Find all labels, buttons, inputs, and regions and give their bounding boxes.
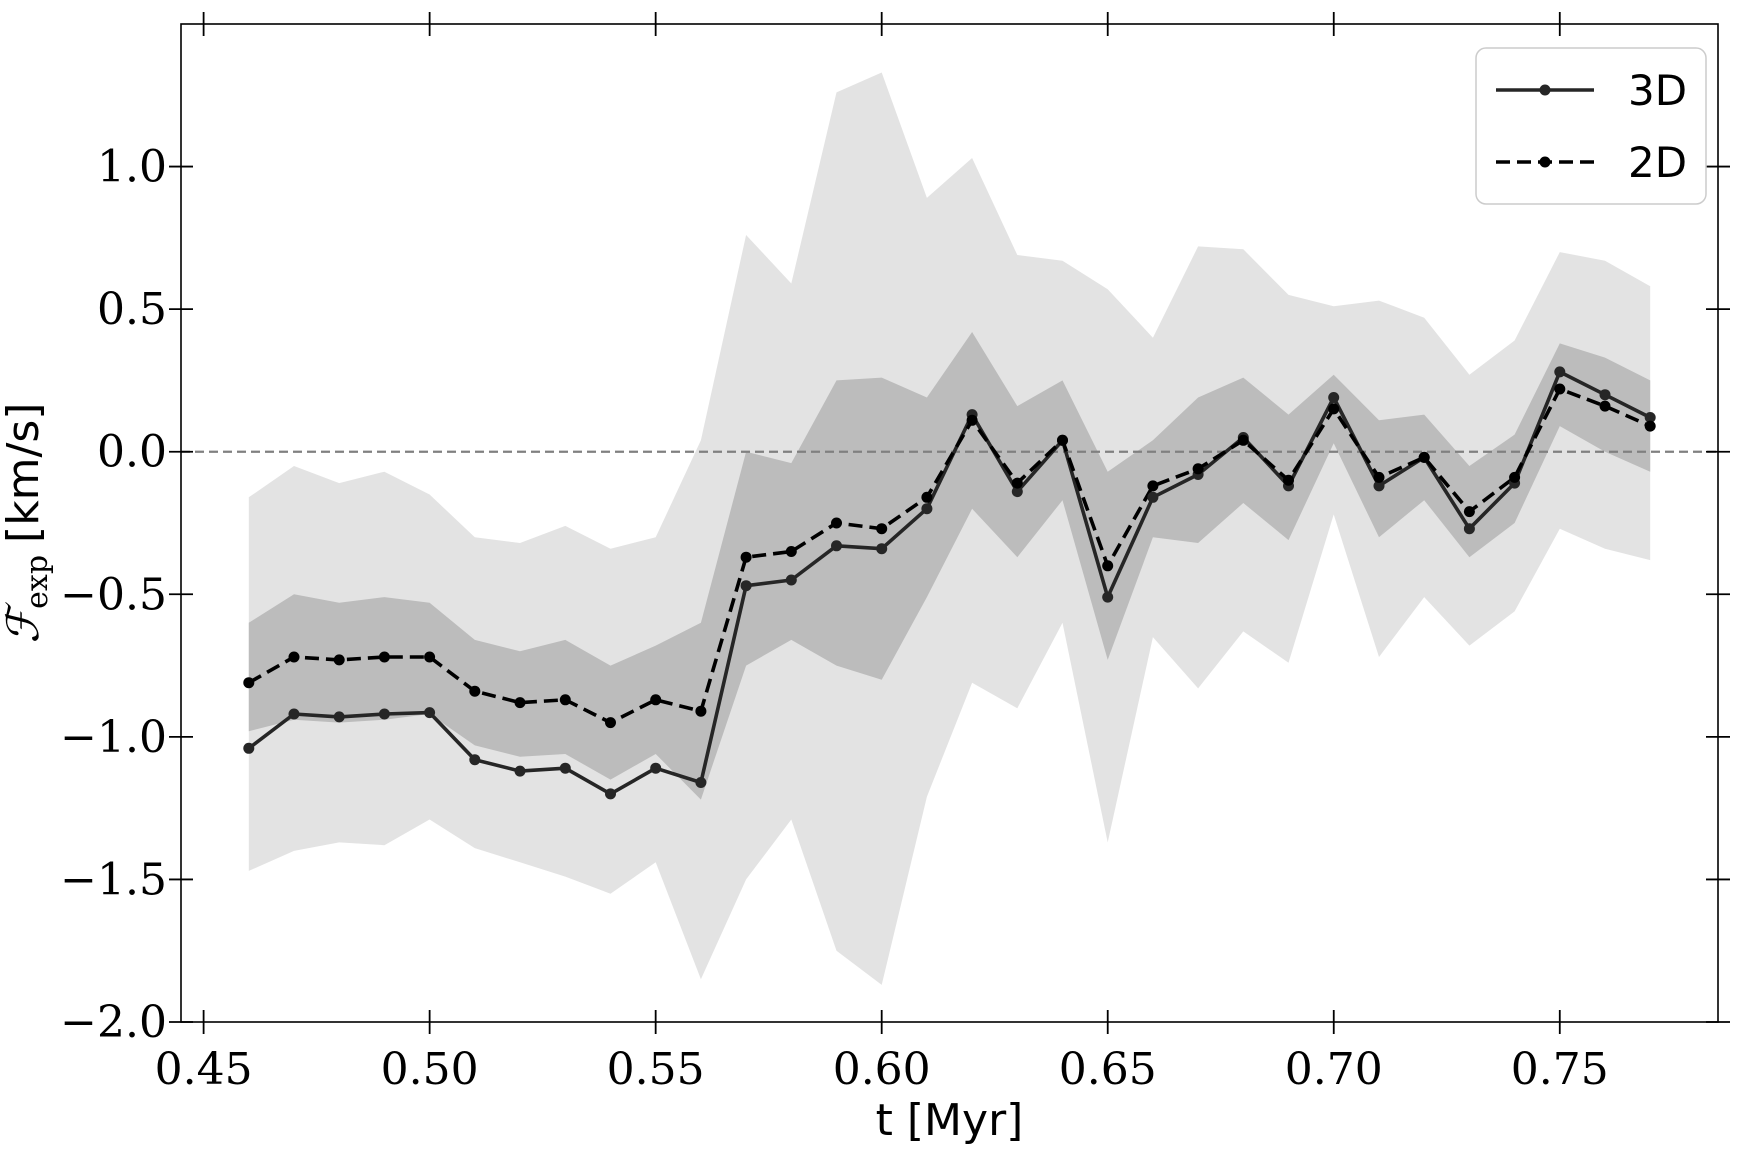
y-tick-label: −0.5 — [60, 569, 167, 620]
data-point-2d — [605, 717, 616, 729]
data-point-2d — [469, 685, 481, 697]
x-axis-ticks: 0.45 0.50 0.55 0.60 0.65 0.70 0.75 — [155, 12, 1609, 1095]
data-point-3d — [876, 543, 888, 555]
data-point-3d — [785, 574, 797, 586]
series-lines — [247, 370, 1652, 796]
legend-marker-3d — [1539, 84, 1551, 96]
inner-band — [248, 332, 1651, 800]
data-point-2d — [288, 651, 300, 663]
data-point-3d — [740, 580, 752, 592]
legend-label-3d: 3D — [1628, 66, 1687, 115]
data-point-3d — [1328, 392, 1340, 403]
data-point-3d — [1102, 591, 1114, 603]
data-point-2d — [1283, 474, 1294, 486]
data-point-2d — [740, 551, 752, 563]
series-line-2d — [247, 387, 1651, 725]
data-point-2d — [1328, 403, 1340, 415]
data-point-2d — [876, 523, 888, 535]
data-point-2d — [785, 546, 797, 557]
data-point-2d — [831, 517, 842, 529]
data-point-3d — [831, 540, 842, 552]
data-point-2d — [1147, 480, 1159, 492]
y-axis-label-subscript: exp — [20, 555, 55, 609]
data-point-2d — [424, 651, 436, 663]
data-point-2d — [559, 694, 571, 706]
data-point-3d — [1463, 523, 1475, 535]
data-point-2d — [1554, 383, 1566, 395]
data-point-3d — [288, 708, 300, 720]
y-axis-label: ℱexp[km/s] — [0, 403, 55, 644]
data-point-2d — [650, 694, 662, 706]
data-point-2d — [1102, 560, 1114, 572]
legend: 3D 2D — [1475, 47, 1707, 205]
x-tick-label: 0.55 — [607, 1044, 705, 1095]
data-point-2d — [695, 705, 707, 717]
data-point-3d — [695, 777, 707, 788]
data-point-3d — [1373, 480, 1385, 492]
y-tick-label: −2.0 — [60, 997, 167, 1048]
legend-label-2d: 2D — [1628, 138, 1687, 187]
data-point-2d — [1509, 471, 1521, 483]
data-point-3d — [650, 762, 662, 774]
y-tick-label: −1.5 — [60, 854, 167, 905]
x-tick-label: 0.65 — [1059, 1044, 1157, 1095]
data-point-3d — [1554, 366, 1566, 378]
data-point-3d — [378, 708, 390, 720]
data-point-3d — [1599, 389, 1611, 401]
data-point-3d — [1147, 491, 1159, 503]
plot-frame — [180, 23, 1719, 1023]
data-point-3d — [514, 765, 526, 777]
data-point-2d — [966, 414, 978, 426]
data-point-3d — [243, 742, 255, 754]
x-tick-label: 0.50 — [381, 1044, 479, 1095]
data-point-2d — [1011, 477, 1023, 489]
data-point-2d — [1463, 506, 1475, 518]
legend-box — [1475, 47, 1707, 205]
data-point-3d — [1011, 486, 1023, 498]
data-point-2d — [1373, 471, 1385, 483]
legend-marker-2d — [1539, 156, 1551, 168]
x-tick-label: 0.70 — [1285, 1044, 1383, 1095]
data-point-3d — [559, 762, 571, 774]
y-tick-label: 0.5 — [97, 284, 167, 335]
data-point-2d — [921, 491, 933, 503]
data-point-2d — [1599, 400, 1611, 412]
data-point-3d — [605, 788, 616, 800]
data-point-2d — [1057, 434, 1068, 446]
y-axis-label-unit: [km/s] — [0, 403, 49, 543]
x-tick-label: 0.75 — [1511, 1044, 1609, 1095]
data-point-2d — [378, 651, 390, 663]
data-point-2d — [1192, 463, 1204, 475]
data-point-2d — [1237, 434, 1249, 446]
data-point-3d — [921, 503, 933, 515]
x-tick-label: 0.45 — [155, 1044, 253, 1095]
data-point-2d — [333, 654, 345, 666]
data-point-2d — [514, 697, 526, 709]
y-tick-label: 1.0 — [97, 142, 167, 193]
data-point-2d — [243, 677, 255, 689]
data-point-2d — [1418, 451, 1430, 463]
x-axis-label: t [Myr] — [876, 1095, 1024, 1146]
y-tick-label: −1.0 — [60, 712, 167, 763]
data-point-3d — [469, 754, 481, 766]
y-axis-ticks: −2.0 −1.5 −1.0 −0.5 0.0 0.5 1.0 — [60, 142, 1730, 1048]
series-markers — [243, 366, 1656, 800]
data-point-3d — [424, 707, 436, 719]
y-tick-label: 0.0 — [97, 427, 167, 478]
x-tick-label: 0.60 — [833, 1044, 931, 1095]
data-point-3d — [1644, 412, 1656, 423]
confidence-bands — [248, 72, 1651, 985]
data-point-3d — [333, 711, 345, 723]
data-point-2d — [1644, 420, 1656, 432]
